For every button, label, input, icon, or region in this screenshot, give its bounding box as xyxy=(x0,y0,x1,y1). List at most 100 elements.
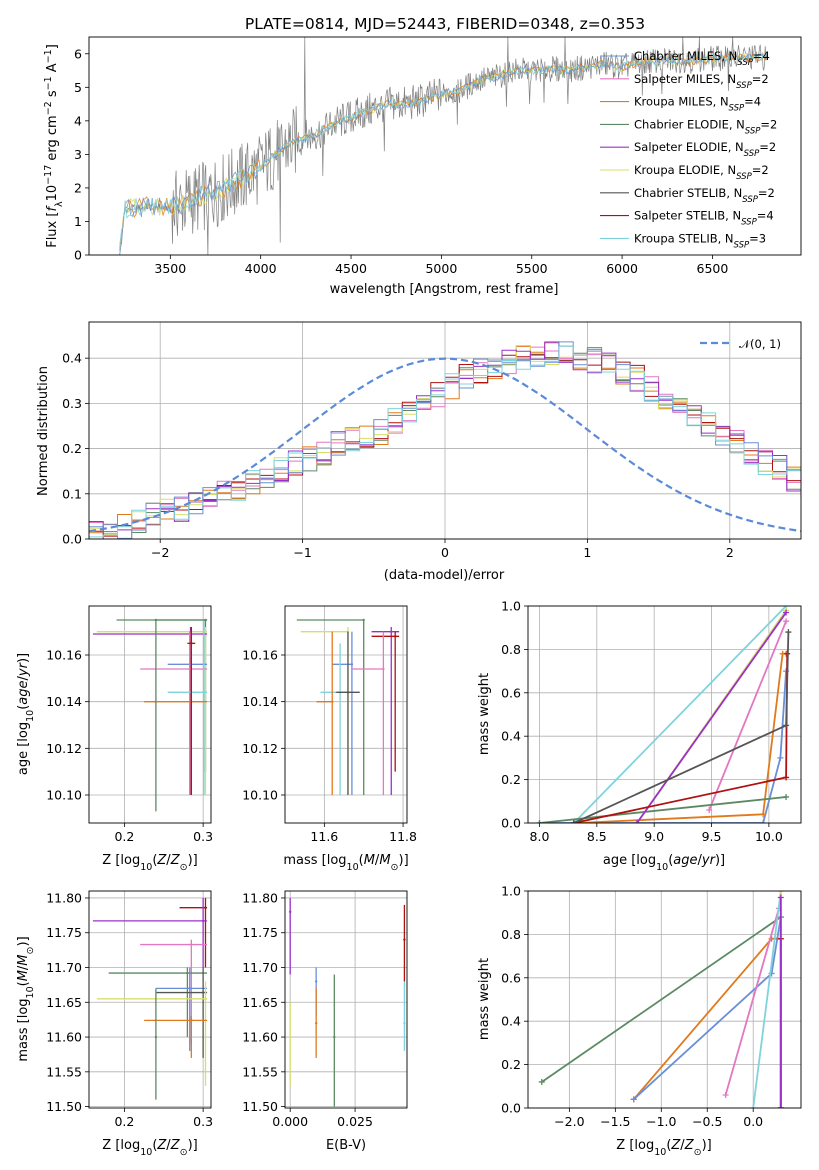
legend-sub: SSP xyxy=(742,195,758,205)
data-point xyxy=(202,691,206,694)
data-point xyxy=(204,630,207,633)
x-tick-label: 5500 xyxy=(516,261,548,276)
label-part: ( xyxy=(359,853,364,868)
axes-frame xyxy=(88,36,802,256)
figure-title: PLATE=0814, MJD=52443, FIBERID=0348, z=0… xyxy=(245,15,645,33)
label-part: )] xyxy=(399,853,409,868)
y-tick-label: 10.16 xyxy=(46,648,82,663)
legend-sub: SSP xyxy=(736,81,752,91)
weight-marker xyxy=(760,811,767,818)
x-axis-label: Z [log10(Z/Z⊙)] xyxy=(102,1138,197,1158)
weight-line xyxy=(573,653,789,823)
x-tick-label: 0.0 xyxy=(743,1114,763,1129)
label-part: Z xyxy=(684,1138,695,1153)
legend-entry: Kroupa ELODIE, NSSP=2 xyxy=(634,163,769,182)
weight-line xyxy=(708,620,787,811)
y-tick-label: 4 xyxy=(74,113,82,128)
weight-line xyxy=(636,611,787,823)
weight-line xyxy=(752,891,782,1108)
label-part: )] xyxy=(16,936,31,946)
legend-label: Kroupa ELODIE, N xyxy=(634,163,736,177)
legend-tail: =2 xyxy=(752,72,769,86)
label-part: A xyxy=(45,63,60,76)
y-tick-label: 0.6 xyxy=(501,685,521,700)
x-tick-label: 9.5 xyxy=(702,829,722,844)
label-part: −17 xyxy=(43,165,54,185)
weight-marker xyxy=(538,1078,545,1085)
y-tick-label: 0.3 xyxy=(62,396,82,411)
label-part: 10 xyxy=(45,185,60,202)
legend-sub: SSP xyxy=(737,58,753,68)
data-point xyxy=(190,1019,193,1022)
axes-frame xyxy=(88,890,212,1109)
histogram-step xyxy=(89,341,801,534)
y-axis-label: Normed distribution xyxy=(36,366,51,496)
y-tick-label: 11.60 xyxy=(242,1030,278,1045)
legend-label: Salpeter ELODIE, N xyxy=(634,140,744,154)
y-tick-label: 10.12 xyxy=(242,741,278,756)
y-tick-label: 10.10 xyxy=(242,788,278,803)
label-part: age xyxy=(673,853,697,868)
legend-label: Chabrier STELIB, N xyxy=(634,186,742,200)
x-tick-label: 5000 xyxy=(425,261,457,276)
data-point xyxy=(204,997,207,1001)
data-point xyxy=(201,919,205,923)
y-tick-label: 6 xyxy=(74,46,82,61)
label-part: ( xyxy=(666,1138,671,1153)
y-tick-label: 0.0 xyxy=(62,532,82,547)
y-tick-label: 0.8 xyxy=(501,927,521,942)
label-part: Z xyxy=(156,1138,167,1153)
data-point xyxy=(188,987,191,990)
x-tick-label: 2 xyxy=(726,545,734,560)
legend-sub: SSP xyxy=(729,104,745,114)
label-part: ( xyxy=(16,981,31,986)
data-point xyxy=(314,980,318,983)
label-part: ⊙ xyxy=(25,946,36,954)
residual-histogram-panel: −2 −1 0 1 2 0.0 0.1 0.2 0.3 0.4 (data-model)/error… xyxy=(36,321,802,583)
y-tick-label: 0.2 xyxy=(62,441,82,456)
y-axis-label: mass weight xyxy=(477,958,492,1040)
histogram-step xyxy=(89,354,801,537)
y-tick-label: 11.65 xyxy=(46,995,82,1010)
label-part: M xyxy=(16,970,31,981)
label-part: ( xyxy=(16,705,31,710)
label-part: M xyxy=(364,853,375,868)
label-part: / xyxy=(680,1138,685,1153)
label-part: 10 xyxy=(656,862,668,873)
y-tick-label: 2 xyxy=(74,180,82,195)
label-part: / xyxy=(16,675,31,680)
label-part: 10 xyxy=(347,862,359,873)
y-tick-label: 0.1 xyxy=(62,486,82,501)
legend-sub: SSP xyxy=(734,240,750,250)
label-part: −2 xyxy=(43,101,54,115)
x-axis-label: (data-model)/error xyxy=(384,568,505,583)
y-tick-label: 10.14 xyxy=(242,694,278,709)
y-axis-label: age [log10(age/yr)] xyxy=(16,653,36,775)
y-tick-label: 11.70 xyxy=(46,960,82,975)
label-part: ] xyxy=(45,44,60,49)
x-tick-label: 6000 xyxy=(606,261,638,276)
histogram-step xyxy=(89,341,801,539)
x-tick-label: 8.5 xyxy=(587,829,607,844)
y-tick-label: 11.60 xyxy=(46,1030,82,1045)
model-spectrum xyxy=(119,52,768,247)
label-part: Z [log xyxy=(102,1138,140,1153)
axes-frame xyxy=(88,321,802,540)
x-axis-label: age [log10(age/yr)] xyxy=(603,853,725,873)
legend-sub: SSP xyxy=(745,126,761,136)
axes-frame xyxy=(527,605,802,824)
legend-entry: Chabrier MILES, NSSP=4 xyxy=(634,49,770,68)
y-axis-label: mass weight xyxy=(477,673,492,755)
legend-sub: SSP xyxy=(744,149,760,159)
label-part: Z [log xyxy=(616,1138,654,1153)
legend-sub: SSP xyxy=(741,218,757,228)
legend-label: 𝒩(0, 1) xyxy=(739,337,781,351)
weight-marker xyxy=(777,891,784,894)
plot-area xyxy=(538,891,784,1108)
label-part: ⊙ xyxy=(180,1147,188,1158)
label-part: mass [log xyxy=(283,853,346,868)
y-tick-label: 1 xyxy=(74,214,82,229)
x-tick-label: −1.0 xyxy=(646,1114,676,1129)
